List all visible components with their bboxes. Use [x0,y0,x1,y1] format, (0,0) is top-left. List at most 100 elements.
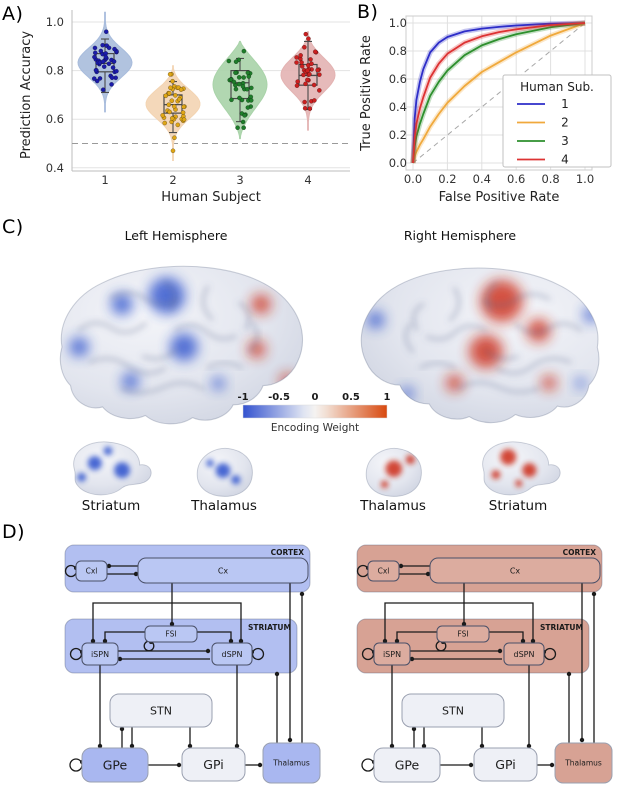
sulcus-line [163,280,176,312]
data-point [245,105,251,110]
y-tick-label: 0.6 [389,72,407,86]
edge-terminal-dot [566,671,572,677]
y-tick-label: 0.2 [389,128,407,142]
cortex-region-label: CORTEX [271,548,305,557]
data-point [303,81,308,87]
sulcus-line [484,348,520,361]
edge-terminal-dot [205,648,211,654]
negative-weight-patch [121,372,140,390]
node-ispn [373,642,411,666]
colorbar-tick-label: -1 [237,392,248,403]
right-hemisphere-title: Right Hemisphere [404,228,517,243]
data-point [160,112,166,118]
data-point [97,76,103,81]
sulcus-line [482,292,551,307]
weight-patch [215,463,231,478]
data-point [178,87,184,92]
circuit-diagram-right-red: CORTEX STRIATUM Cxl Cx FSI iSPN dSPN STN GPe GPi T… [356,544,613,784]
colorbar-label: Encoding Weight [271,422,359,434]
edge-terminal-dot [382,638,388,644]
data-point [316,88,322,93]
edge-terminal-dot [299,591,305,597]
subcortical-label: Thalamus [359,498,426,514]
data-point [295,79,301,84]
x-axis-label: False Positive Rate [439,190,560,205]
negative-weight-patch [170,333,198,361]
data-point [109,75,115,81]
positive-weight-patch [251,294,271,314]
data-point [110,65,116,70]
violin-subject-2 [145,65,201,161]
weight-patch [385,460,403,478]
left-thalamus-blob [196,447,253,497]
diagonal-reference [412,22,586,164]
roc-curve-1 [410,20,586,164]
colorbar-tick-label: 0.5 [342,392,360,403]
node-label-gpe: GPe [395,758,420,773]
data-point [103,29,109,35]
x-tick-label: 0.2 [438,172,456,186]
sulcus-line [448,286,461,322]
data-point [181,104,187,110]
violin-subject-4 [280,31,336,131]
data-point [92,54,97,60]
data-point [100,87,106,93]
negative-weight-patch [211,376,225,390]
x-axis-label: Human Subject [161,190,261,205]
violin-shape [212,40,268,140]
panel-label-a: A) [2,3,24,25]
data-point [294,60,299,65]
node-gpi [473,747,538,782]
edge-terminal-dot [169,621,175,627]
roc-curve-2 [410,20,586,164]
data-point [103,54,109,60]
node-label-cx: Cx [218,566,229,575]
node-label-cxl: Cxl [378,567,390,576]
data-point [305,77,310,83]
node-label-thalamus: Thalamus [272,759,310,768]
node-gpi [181,747,246,782]
data-point [294,83,300,89]
data-point [169,98,175,104]
legend-title: Human Sub. [520,80,594,94]
right-hemisphere-brain [360,267,600,424]
edge-terminal-dot [520,638,526,644]
sulcus-line [141,348,178,361]
x-tick-label: 0.8 [541,172,559,186]
weight-patch [522,463,537,478]
x-tick-label: 3 [236,173,243,187]
weight-patch [231,475,241,485]
left-hemisphere-brain [59,265,304,425]
edge-terminal-dot [394,638,400,644]
left-hemisphere-title: Left Hemisphere [125,228,228,243]
subcortical-label: Striatum [82,498,140,514]
data-point [240,119,246,125]
sulcus-line [237,301,251,331]
legend-entry-label: 4 [561,153,569,167]
node-label-thalamus: Thalamus [564,759,602,768]
data-point [98,48,104,54]
data-point [101,64,107,69]
sulcus-line [248,321,259,353]
data-point [298,53,303,58]
weight-patch [114,462,130,479]
node-gpe [81,747,149,783]
edge-terminal-dot [176,762,182,768]
edge-terminal-dot [228,638,234,644]
roc-line [412,22,586,164]
colorbar-tick-label: 0 [312,392,319,403]
node-label-stn: STN [150,704,172,717]
positive-weight-patch [526,318,551,343]
roc-curve-3 [410,20,586,164]
y-tick-label: 0.4 [389,100,407,114]
weight-patch [405,454,415,465]
y-tick-label: 0.8 [46,64,64,78]
data-point [245,70,251,76]
edge-terminal-dot [133,571,139,577]
roc-line [412,22,586,164]
data-point [172,93,178,98]
data-point [306,36,311,42]
data-point [302,99,307,105]
data-point [162,120,168,126]
data-point [244,86,250,92]
